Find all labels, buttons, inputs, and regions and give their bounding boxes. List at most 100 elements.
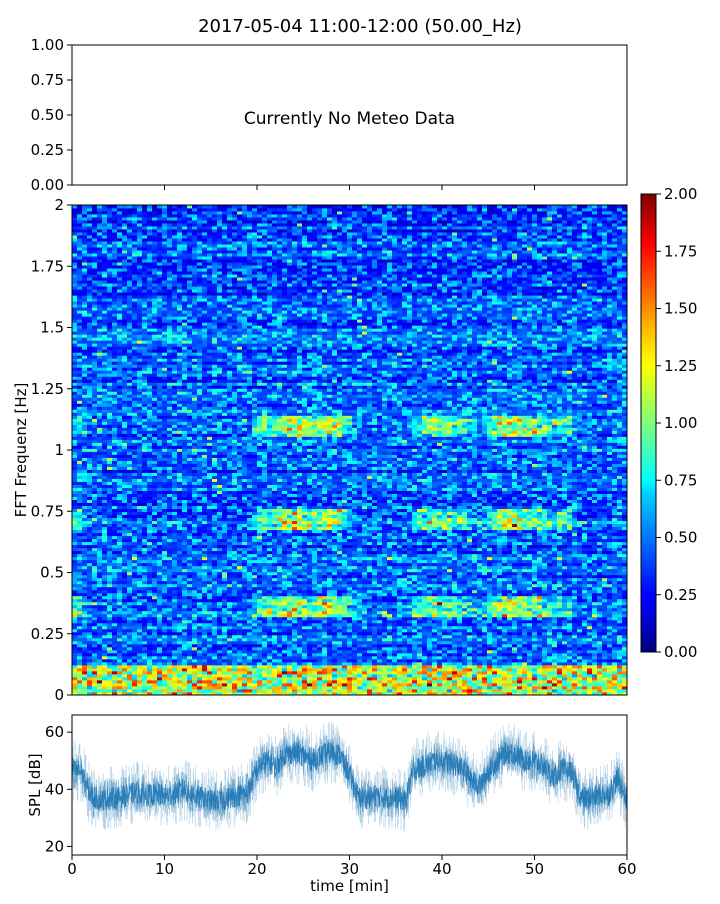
spectrogram-cell: [107, 265, 112, 268]
spectrogram-cell: [107, 292, 112, 295]
spectrogram-cell: [182, 464, 187, 467]
spectrogram-cell: [92, 683, 97, 686]
spectrogram-cell: [192, 686, 197, 689]
spectrogram-cell: [82, 220, 87, 223]
spectrogram-cell: [222, 560, 227, 563]
spectrogram-cell: [152, 391, 157, 394]
spectrogram-cell: [77, 367, 82, 370]
spectrogram-cell: [167, 662, 172, 665]
spectrogram-cell: [102, 524, 107, 527]
no-meteo-message: Currently No Meteo Data: [244, 109, 455, 129]
spectrogram-cell: [122, 364, 127, 367]
spectrogram-cell: [117, 313, 122, 316]
spectrogram-cell: [82, 449, 87, 452]
spectrogram-cell: [112, 572, 117, 575]
spectrogram-cell: [207, 572, 212, 575]
spectrogram-cell: [167, 274, 172, 277]
spectrogram-cell: [162, 581, 167, 584]
spectrogram-cell: [172, 439, 177, 442]
spectrogram-cell: [192, 674, 197, 677]
spectrogram-cell: [147, 647, 152, 650]
spectrogram-cell: [207, 271, 212, 274]
spectrogram-cell: [142, 614, 147, 617]
spectrogram-cell: [167, 527, 172, 530]
spectrogram-cell: [182, 442, 187, 445]
spectrogram-cell: [207, 316, 212, 319]
spectrogram-cell: [122, 461, 127, 464]
spectrogram-cell: [137, 223, 142, 226]
spectrogram-cell: [142, 545, 147, 548]
spectrogram-cell: [117, 515, 122, 518]
spectrogram-cell: [157, 596, 162, 599]
spectrogram-cell: [122, 370, 127, 373]
spectrogram-cell: [157, 635, 162, 638]
spectrogram-cell: [147, 355, 152, 358]
spectrogram-cell: [162, 533, 167, 536]
spectrogram-cell: [77, 388, 82, 391]
spectrogram-cell: [137, 659, 142, 662]
spectrogram-cell: [147, 476, 152, 479]
spectrogram-cell: [212, 316, 217, 319]
spectrogram-cell: [137, 476, 142, 479]
spectrogram-cell: [107, 482, 112, 485]
spectrogram-cell: [147, 400, 152, 403]
spectrogram-cell: [117, 391, 122, 394]
spectrogram-cell: [152, 572, 157, 575]
spectrogram-cell: [97, 382, 102, 385]
spectrogram-cell: [132, 569, 137, 572]
spectrogram-cell: [142, 265, 147, 268]
spectrogram-cell: [137, 382, 142, 385]
spectrogram-cell: [142, 632, 147, 635]
spectrogram-cell: [212, 659, 217, 662]
spectrogram-cell: [162, 656, 167, 659]
spectrogram-cell: [192, 476, 197, 479]
spectrogram-cell: [92, 250, 97, 253]
spectrogram-cell: [152, 274, 157, 277]
spectrogram-cell: [207, 581, 212, 584]
spectrogram-cell: [192, 497, 197, 500]
spectrogram-cell: [82, 373, 87, 376]
spectrogram-cell: [192, 605, 197, 608]
spectrogram-cell: [192, 461, 197, 464]
spectrogram-cell: [217, 563, 222, 566]
spectrogram-cell: [102, 521, 107, 524]
spectrogram-cell: [187, 385, 192, 388]
spectrogram-cell: [152, 205, 157, 208]
spectrogram-cell: [202, 343, 207, 346]
spectrogram-cell: [177, 313, 182, 316]
spectrogram-cell: [87, 488, 92, 491]
spectrogram-cell: [102, 623, 107, 626]
spectrogram-cell: [162, 391, 167, 394]
spectrogram-cell: [92, 536, 97, 539]
spectrogram-cell: [117, 524, 122, 527]
spectrogram-cell: [117, 400, 122, 403]
spectrogram-cell: [172, 208, 177, 211]
spectrogram-cell: [182, 379, 187, 382]
spectrogram-cell: [187, 590, 192, 593]
spectrogram-cell: [82, 542, 87, 545]
spectrogram-cell: [177, 458, 182, 461]
spectrogram-cell: [187, 578, 192, 581]
spectrogram-cell: [72, 214, 77, 217]
spectrogram-cell: [182, 521, 187, 524]
spectrogram-cell: [217, 461, 222, 464]
spectrogram-cell: [117, 349, 122, 352]
spectrogram-cell: [172, 539, 177, 542]
spectrogram-cell: [172, 578, 177, 581]
spectrogram-cell: [152, 638, 157, 641]
spectrogram-cell: [147, 485, 152, 488]
spectrogram-cell: [207, 370, 212, 373]
spectrogram-cell: [162, 376, 167, 379]
spectrogram-cell: [127, 385, 132, 388]
spectrogram-cell: [112, 518, 117, 521]
spectrogram-cell: [92, 229, 97, 232]
spectrogram-cell: [187, 325, 192, 328]
spectrogram-cell: [142, 328, 147, 331]
spectrogram-cell: [187, 527, 192, 530]
spectrogram-cell: [122, 650, 127, 653]
spectrogram-cell: [127, 635, 132, 638]
spectrogram-cell: [222, 659, 227, 662]
spectrogram-cell: [82, 217, 87, 220]
spectrogram-cell: [137, 593, 142, 596]
spectrogram-cell: [112, 265, 117, 268]
